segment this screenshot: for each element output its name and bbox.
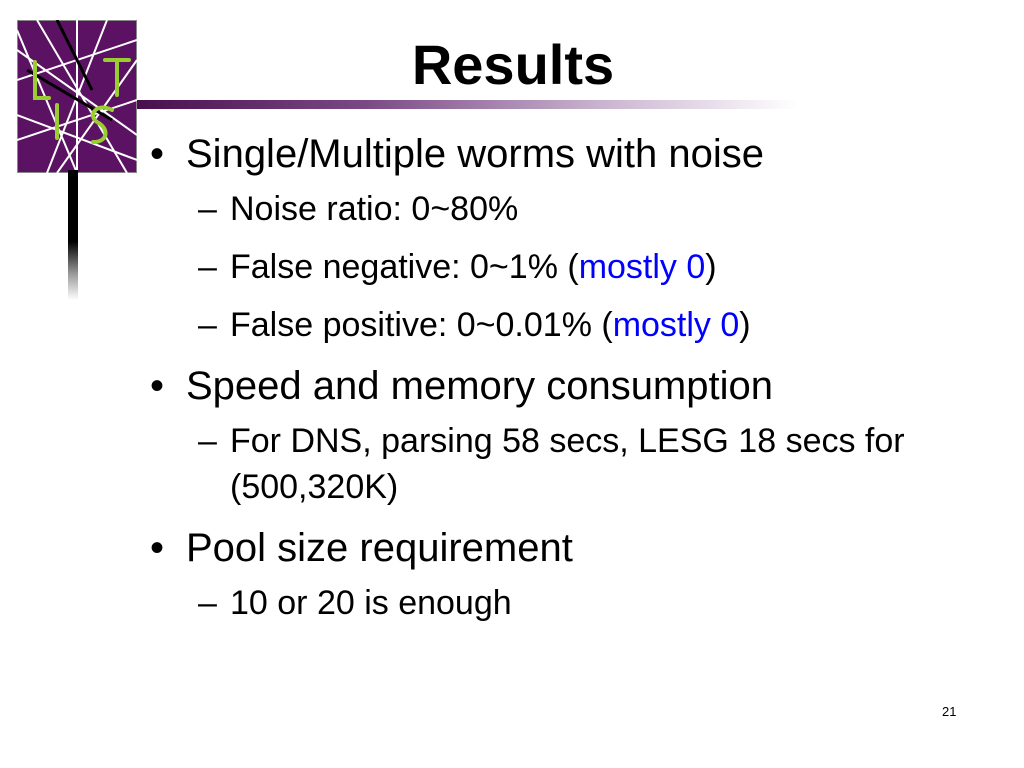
bullet-marker: • [150, 526, 165, 570]
sub-bullet-false-positive: – False positive: 0~0.01% (mostly 0) [140, 302, 1000, 348]
sub-bullet-dns-parsing: – For DNS, parsing 58 secs, LESG 18 secs… [140, 418, 1000, 510]
sub-bullet-pool-enough: – 10 or 20 is enough [140, 580, 1000, 626]
dash-marker: – [198, 190, 217, 228]
bullet-text: Speed and memory consumption [186, 364, 773, 408]
sub-bullet-text: 10 or 20 is enough [230, 584, 512, 622]
sub-bullet-false-negative: – False negative: 0~1% (mostly 0) [140, 244, 1000, 290]
logo-graphic [17, 20, 137, 173]
slide-title: Results [411, 33, 615, 96]
sub-bullet-text-end: ) [739, 306, 751, 344]
highlight-text: mostly 0 [612, 306, 740, 344]
dash-marker: – [198, 584, 217, 622]
dash-marker: – [198, 248, 217, 286]
bullet-marker: • [150, 132, 165, 176]
slide-content: • Single/Multiple worms with noise – Noi… [140, 128, 1000, 638]
title-underline [137, 100, 797, 109]
dash-marker: – [198, 422, 217, 460]
dash-marker: – [198, 306, 217, 344]
bullet-speed-memory: • Speed and memory consumption [140, 360, 1000, 412]
bullet-text: Pool size requirement [186, 526, 573, 570]
bullet-single-multiple-worms: • Single/Multiple worms with noise [140, 128, 1000, 180]
bullet-marker: • [150, 364, 165, 408]
sub-bullet-text: Noise ratio: 0~80% [230, 190, 519, 228]
page-number: 21 [942, 704, 957, 719]
sub-bullet-text: False positive: 0~0.01% ( [230, 306, 613, 344]
sub-bullet-text: False negative: 0~1% ( [230, 248, 579, 286]
sub-bullet-text-end: ) [705, 248, 717, 286]
lesg-logo [17, 20, 137, 173]
sub-bullet-text: For DNS, parsing 58 secs, LESG 18 secs f… [230, 422, 905, 506]
bullet-text: Single/Multiple worms with noise [186, 132, 765, 176]
logo-vertical-bar [68, 170, 78, 300]
highlight-text: mostly 0 [578, 248, 706, 286]
bullet-pool-size: • Pool size requirement [140, 522, 1000, 574]
sub-bullet-noise-ratio: – Noise ratio: 0~80% [140, 186, 1000, 232]
